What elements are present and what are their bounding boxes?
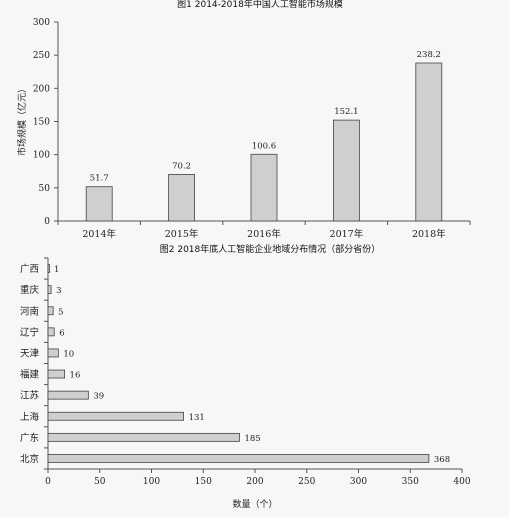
chart2-y-tick-label: 天津	[20, 348, 40, 359]
chart2-bar	[47, 348, 59, 358]
chart2-bar	[47, 306, 54, 316]
chart1-y-tick-label: 200	[33, 84, 50, 94]
chart2-data-label: 131	[189, 413, 205, 423]
chart2-data-label: 10	[63, 349, 74, 359]
chart1-data-label: 238.2	[417, 50, 441, 60]
chart2-y-tick-label: 辽宁	[20, 326, 39, 338]
chart2-y-tick-label: 福建	[20, 369, 40, 381]
chart2-title: 图2 2018年底人工智能企业地域分布情况（部分省份）	[160, 243, 381, 255]
chart1-y-tick-label: 300	[33, 18, 50, 28]
chart2-y-tick-label: 北京	[20, 453, 39, 465]
chart1-title: 图1 2014-2018年中国人工智能市场规模	[177, 0, 343, 10]
chart2-x-tick-label: 200	[246, 477, 263, 487]
chart1-y-tick-label: 150	[33, 118, 50, 128]
chart2-bar	[47, 285, 52, 295]
chart2-bar	[47, 390, 89, 400]
chart2-xlabel: 数量（个）	[232, 498, 277, 510]
chart1-y-tick-label: 100	[33, 151, 50, 161]
chart1-bar	[332, 119, 360, 222]
chart1-data-label: 70.2	[172, 161, 191, 171]
chart2-x-tick-label: 350	[402, 477, 419, 487]
chart2-data-label: 39	[93, 392, 104, 402]
chart1-bar	[168, 174, 196, 222]
chart1-y-tick-label: 250	[33, 51, 50, 61]
chart1-x-tick-label: 2018年	[412, 228, 446, 240]
chart2-bar	[47, 432, 240, 442]
chart2-x-tick-label: 300	[350, 477, 367, 487]
chart1-ylabel: 市场规模（亿元）	[16, 84, 28, 156]
chart2-bar	[47, 411, 184, 421]
chart2-x-tick-label: 100	[143, 477, 160, 487]
chart2-x-tick-label: 250	[298, 477, 315, 487]
chart2-x-tick-label: 400	[453, 477, 470, 487]
chart1-x-tick-label: 2017年	[330, 228, 364, 240]
chart1-bar	[85, 186, 113, 222]
chart1-bar	[250, 153, 278, 222]
chart2-data-label: 3	[56, 286, 61, 296]
chart2-x-tick-label: 0	[45, 477, 51, 487]
chart2-bar	[47, 264, 50, 273]
chart2-data-label: 1	[54, 265, 59, 275]
chart2-y-tick-label: 河南	[20, 305, 39, 317]
chart2-y-tick-label: 广西	[20, 263, 39, 275]
chart1-data-label: 51.7	[90, 174, 109, 184]
chart2-y-tick-label: 上海	[20, 411, 40, 423]
chart2-bar	[47, 327, 55, 337]
chart2-x-tick-label: 150	[195, 477, 212, 487]
chart2-y-tick-label: 广东	[20, 432, 39, 444]
chart2-bar	[47, 454, 430, 463]
chart2-y-tick-label: 江苏	[20, 390, 40, 402]
chart2-x-tick-label: 50	[94, 477, 106, 487]
chart2-data-label: 6	[59, 328, 64, 338]
chart2-data-label: 16	[70, 371, 81, 381]
chart1-x-tick-label: 2016年	[247, 228, 281, 240]
chart2-data-label: 368	[434, 455, 450, 465]
chart1-data-label: 152.1	[334, 107, 358, 117]
chart1-y-tick-label: 50	[39, 184, 51, 194]
chart2-data-label: 5	[58, 307, 63, 317]
chart1-x-tick-label: 2015年	[165, 228, 199, 240]
chart1-y-tick-label: 0	[44, 217, 50, 227]
chart1-data-label: 100.6	[252, 141, 276, 151]
chart2-y-tick-label: 重庆	[20, 284, 40, 296]
chart2-data-label: 185	[244, 434, 260, 444]
chart1-bar	[415, 62, 443, 222]
chart2-bar	[47, 369, 65, 379]
chart1-x-tick-label: 2014年	[82, 228, 116, 240]
